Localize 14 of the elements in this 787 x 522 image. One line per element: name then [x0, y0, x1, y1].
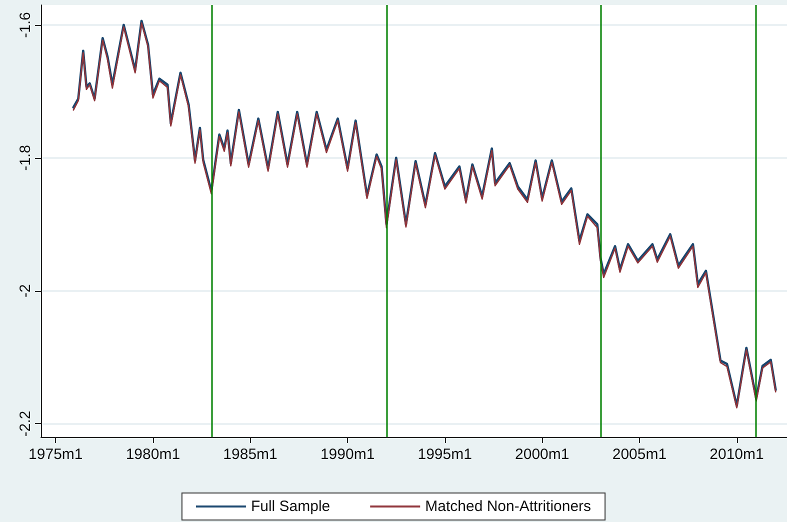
legend-label: Full Sample — [250, 498, 330, 515]
y-tick-label: -1.6 — [17, 12, 34, 38]
x-tick-label: 1980m1 — [126, 446, 180, 463]
x-tick-label: 1990m1 — [320, 446, 375, 463]
x-tick-label: 2005m1 — [612, 446, 667, 463]
y-tick-label: -2 — [17, 284, 34, 298]
x-tick-label: 1985m1 — [223, 446, 278, 463]
x-tick-label: 2010m1 — [710, 446, 764, 463]
x-tick-label: 1995m1 — [418, 446, 472, 463]
legend-label: Matched Non-Attritioners — [425, 498, 592, 515]
y-tick-label: -1.8 — [17, 144, 34, 171]
y-tick-label: -2.2 — [17, 410, 34, 437]
x-tick-label: 2000m1 — [515, 446, 570, 463]
x-tick-label: 1975m1 — [28, 446, 83, 463]
